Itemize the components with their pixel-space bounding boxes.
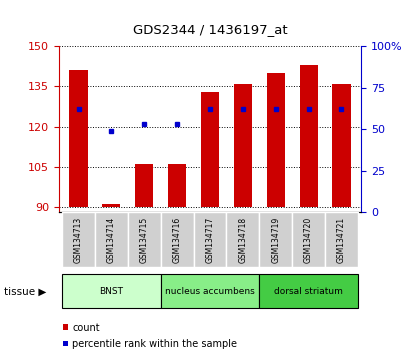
Text: GSM134721: GSM134721 — [337, 217, 346, 263]
Text: nucleus accumbens: nucleus accumbens — [165, 287, 255, 296]
Bar — [69, 70, 87, 207]
FancyBboxPatch shape — [62, 274, 161, 308]
FancyBboxPatch shape — [128, 212, 161, 267]
Bar — [267, 73, 285, 207]
Text: GSM134715: GSM134715 — [140, 217, 149, 263]
Bar — [168, 164, 186, 207]
FancyBboxPatch shape — [62, 212, 95, 267]
Bar — [102, 204, 121, 207]
FancyBboxPatch shape — [292, 212, 325, 267]
FancyBboxPatch shape — [194, 212, 226, 267]
FancyBboxPatch shape — [161, 274, 259, 308]
Text: GSM134719: GSM134719 — [271, 217, 280, 263]
Bar — [333, 84, 351, 207]
Text: BNST: BNST — [100, 287, 123, 296]
FancyBboxPatch shape — [259, 212, 292, 267]
FancyBboxPatch shape — [259, 274, 358, 308]
FancyBboxPatch shape — [226, 212, 259, 267]
FancyBboxPatch shape — [325, 212, 358, 267]
Text: count: count — [72, 323, 100, 333]
Text: percentile rank within the sample: percentile rank within the sample — [72, 339, 237, 349]
FancyBboxPatch shape — [161, 212, 194, 267]
Text: GSM134716: GSM134716 — [173, 217, 181, 263]
Text: dorsal striatum: dorsal striatum — [274, 287, 343, 296]
Text: GSM134718: GSM134718 — [239, 217, 247, 263]
Bar — [299, 65, 318, 207]
Bar — [201, 92, 219, 207]
FancyBboxPatch shape — [95, 212, 128, 267]
Bar — [234, 84, 252, 207]
Text: GDS2344 / 1436197_at: GDS2344 / 1436197_at — [133, 23, 287, 36]
Text: tissue ▶: tissue ▶ — [4, 287, 47, 297]
Text: GSM134720: GSM134720 — [304, 217, 313, 263]
Text: GSM134713: GSM134713 — [74, 217, 83, 263]
Text: GSM134714: GSM134714 — [107, 217, 116, 263]
Bar — [135, 164, 153, 207]
Text: GSM134717: GSM134717 — [205, 217, 215, 263]
